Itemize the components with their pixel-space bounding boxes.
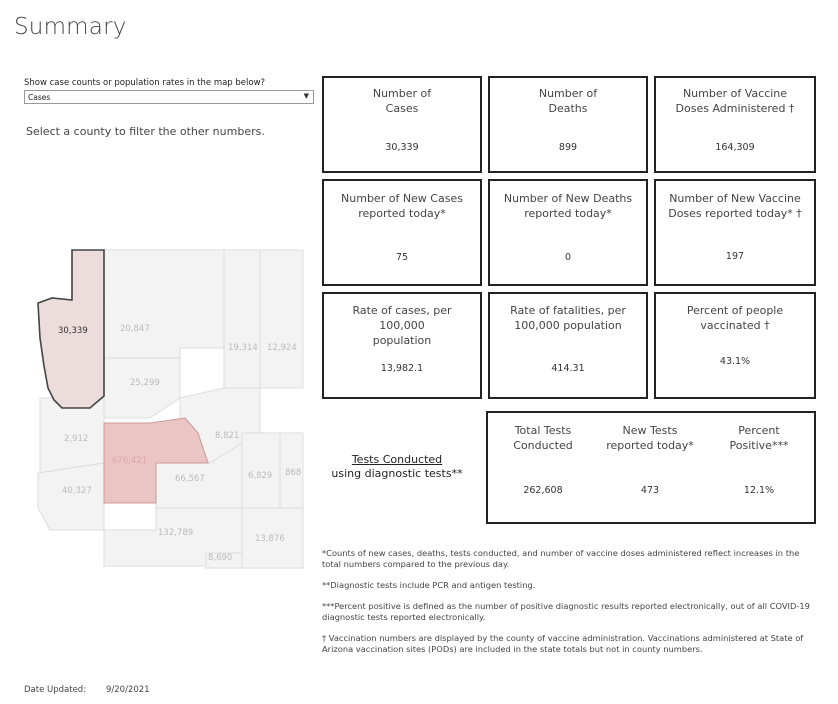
kpi-deaths: Number of Deaths 899: [488, 76, 648, 173]
footnote: *Counts of new cases, deaths, tests cond…: [322, 548, 800, 569]
kpi-value: 13,982.1: [380, 363, 424, 374]
county-label: 12,924: [267, 343, 297, 353]
kpi-label: Deaths: [548, 102, 588, 115]
kpi-label: Number of: [372, 87, 432, 100]
map-filter-value: Cases: [28, 93, 51, 102]
date-updated-value: 9/20/2021: [106, 685, 150, 695]
tests-label: Conducted: [513, 439, 573, 452]
county-label: 8,690: [208, 553, 232, 563]
tests-label: Percent: [738, 424, 780, 437]
kpi-value: 30,339: [385, 142, 419, 153]
map-filter-label: Show case counts or population rates in …: [24, 78, 266, 88]
county-selected[interactable]: [37, 249, 105, 409]
footnote: † Vaccination numbers are displayed by t…: [322, 633, 804, 654]
kpi-label: Percent of people: [686, 304, 784, 317]
kpi-case-rate: Rate of cases, per 100,000 population 13,…: [322, 292, 482, 399]
chevron-down-icon[interactable]: ▼: [303, 92, 309, 100]
tests-panel: Total Tests Conducted 262,608 New Tests re…: [486, 411, 816, 524]
tests-label: Positive***: [729, 439, 789, 452]
county-c4[interactable]: [259, 249, 304, 389]
tests-heading: Tests Conducted using diagnostic tests**: [322, 453, 472, 481]
tests-col-label: Percent Positive***: [709, 423, 809, 453]
county-label: 30,339: [58, 326, 88, 336]
county-label: 6,829: [248, 471, 272, 481]
county-c5[interactable]: [103, 357, 181, 419]
kpi-label: vaccinated †: [700, 319, 770, 332]
tests-title: Tests Conducted: [351, 453, 443, 466]
kpi-label: population: [372, 334, 432, 347]
kpi-label: 100,000 population: [514, 319, 622, 332]
county-label: 66,567: [175, 474, 205, 484]
footnote: **Diagnostic tests include PCR and antig…: [322, 580, 536, 590]
county-label: 40,327: [62, 486, 92, 496]
tests-label: reported today*: [606, 439, 694, 452]
kpi-label: Doses Administered †: [675, 102, 795, 115]
county-c2[interactable]: [103, 249, 225, 359]
tests-label: New Tests: [622, 424, 678, 437]
county-c3[interactable]: [223, 249, 261, 389]
county-label: 868: [285, 468, 301, 478]
county-label: 13,876: [255, 534, 285, 544]
kpi-vaccine-doses: Number of Vaccine Doses Administered † 16…: [654, 76, 816, 173]
kpi-label: Cases: [385, 102, 419, 115]
footnotes: *Counts of new cases, deaths, tests cond…: [322, 548, 812, 665]
tests-subtitle: using diagnostic tests**: [331, 467, 463, 480]
kpi-fatality-rate: Rate of fatalities, per 100,000 populatio…: [488, 292, 648, 399]
tests-col-label: Total Tests Conducted: [493, 423, 593, 453]
map-filter-dropdown[interactable]: Cases ▼: [24, 90, 314, 104]
kpi-label: Number of Vaccine: [682, 87, 788, 100]
footnote: ***Percent positive is defined as the nu…: [322, 601, 810, 622]
county-label: 2,912: [64, 434, 88, 444]
kpi-label: Number of New Vaccine: [669, 192, 801, 205]
kpi-label: Number of: [538, 87, 598, 100]
kpi-percent-vaccinated: Percent of people vaccinated † 43.1%: [654, 292, 816, 399]
kpi-label: reported today*: [524, 207, 612, 220]
county-c7[interactable]: [103, 417, 209, 504]
county-label: 676,421: [112, 456, 147, 466]
kpi-new-vaccine-doses: Number of New Vaccine Doses reported toda…: [654, 179, 816, 286]
county-label: 20,847: [120, 324, 150, 334]
kpi-label: Doses reported today* †: [668, 207, 802, 220]
county-c9[interactable]: [37, 462, 105, 531]
kpi-label: Rate of cases, per 100,000: [352, 304, 452, 332]
kpi-value: 0: [564, 252, 572, 263]
tests-value: 262,608: [523, 485, 563, 496]
county-map[interactable]: 30,339 20,847 19,314 12,924 25,299 2,912…: [30, 248, 310, 573]
county-label: 8,821: [215, 431, 239, 441]
kpi-value: 43.1%: [719, 356, 751, 367]
tests-value: 473: [640, 485, 660, 496]
filter-hint: Select a county to filter the other numb…: [26, 125, 265, 138]
county-label: 132,789: [158, 528, 193, 538]
tests-label: Total Tests: [514, 424, 572, 437]
kpi-value: 899: [558, 142, 578, 153]
kpi-cases: Number of Cases 30,339: [322, 76, 482, 173]
tests-col-label: New Tests reported today*: [600, 423, 700, 453]
date-updated-label: Date Updated:: [24, 685, 87, 695]
county-label: 25,299: [130, 378, 160, 388]
county-c14[interactable]: [241, 507, 304, 569]
kpi-value: 75: [395, 252, 409, 263]
kpi-value: 414.31: [551, 363, 585, 374]
kpi-value: 164,309: [715, 142, 755, 153]
county-label: 19,314: [228, 343, 258, 353]
kpi-new-deaths: Number of New Deaths reported today* 0: [488, 179, 648, 286]
tests-value: 12.1%: [743, 485, 775, 496]
kpi-value: 197: [725, 251, 745, 262]
kpi-label: Number of New Cases: [341, 192, 463, 205]
county-c15[interactable]: [205, 552, 243, 569]
page-title: Summary: [14, 14, 127, 40]
kpi-label: Number of New Deaths: [503, 192, 633, 205]
kpi-label: reported today*: [358, 207, 446, 220]
kpi-new-cases: Number of New Cases reported today* 75: [322, 179, 482, 286]
kpi-label: Rate of fatalities, per: [510, 304, 626, 317]
